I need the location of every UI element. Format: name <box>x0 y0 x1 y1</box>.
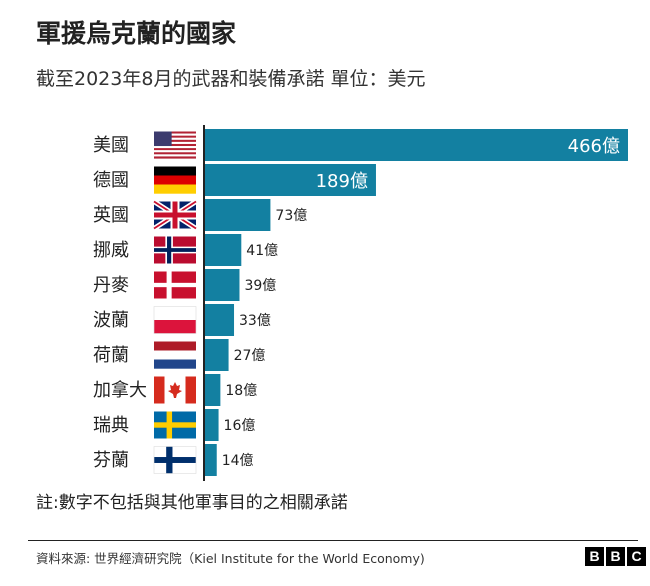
bbc-logo-letter-2: B <box>606 547 625 566</box>
chart-note: 註:數字不包括與其他軍事目的之相關承諾 <box>36 493 348 513</box>
bar <box>204 339 229 371</box>
chart-title: 軍援烏克蘭的國家 <box>36 19 237 48</box>
source-text: 資料來源: 世界經濟研究院（Kiel Institute for the Wor… <box>36 551 425 566</box>
category-label: 丹麥 <box>93 275 129 296</box>
category-label: 芬蘭 <box>93 450 129 471</box>
value-label: 73億 <box>275 208 307 224</box>
flag-uk-icon <box>152 199 198 231</box>
bar <box>204 269 240 301</box>
bar <box>204 129 628 161</box>
value-label: 466億 <box>568 136 620 157</box>
flag-germany-icon <box>154 166 196 194</box>
bar <box>204 234 242 266</box>
category-label: 瑞典 <box>93 415 129 436</box>
bar <box>204 444 217 476</box>
bbc-logo-letter-3: C <box>627 547 646 566</box>
flag-sweden-icon <box>154 411 196 439</box>
flag-usa-icon <box>154 131 196 159</box>
category-label: 德國 <box>93 170 129 191</box>
footer-divider <box>28 540 638 541</box>
value-label: 39億 <box>244 278 276 294</box>
value-label: 27億 <box>234 348 266 364</box>
bbc-logo-letter-1: B <box>585 547 604 566</box>
category-label: 加拿大 <box>93 379 147 401</box>
category-label: 挪威 <box>93 240 129 261</box>
category-label: 波蘭 <box>93 310 129 331</box>
flag-norway-icon <box>154 236 196 264</box>
flag-denmark-icon <box>154 271 196 299</box>
flag-finland-icon <box>153 446 197 474</box>
chart-subtitle: 截至2023年8月的武器和裝備承諾 單位：美元 <box>36 68 426 90</box>
category-label: 英國 <box>93 205 129 226</box>
category-label: 美國 <box>93 135 129 156</box>
value-label: 189億 <box>316 171 368 192</box>
bar <box>204 199 271 231</box>
bar <box>204 374 221 406</box>
flag-netherlands-icon <box>154 341 196 369</box>
value-label: 16億 <box>224 418 256 434</box>
bar <box>204 304 235 336</box>
value-label: 18億 <box>225 383 257 399</box>
flag-canada-icon <box>154 376 196 404</box>
category-label: 荷蘭 <box>93 345 129 366</box>
bar <box>204 409 219 441</box>
bar <box>204 164 376 196</box>
flag-poland-icon <box>153 306 197 334</box>
value-label: 33億 <box>239 313 271 329</box>
value-label: 41億 <box>246 243 278 259</box>
value-label: 14億 <box>222 453 254 469</box>
